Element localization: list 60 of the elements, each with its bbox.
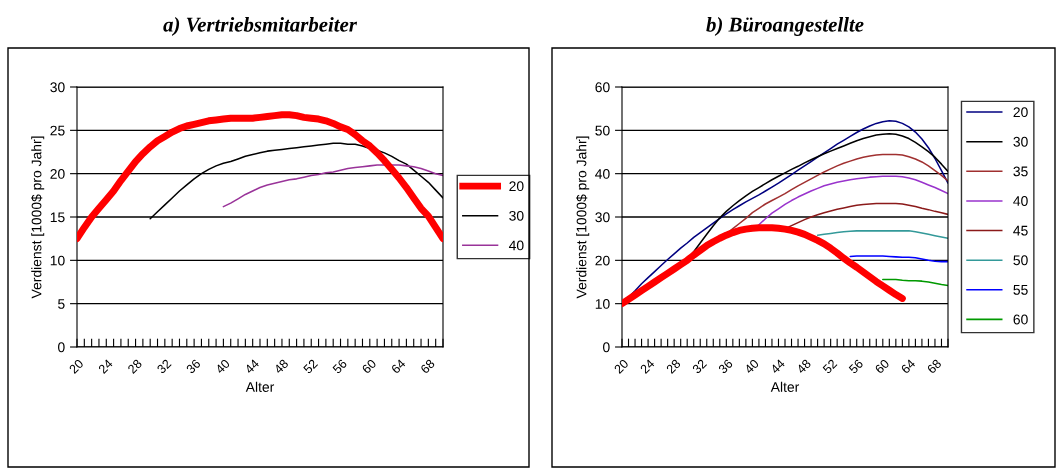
chart-title: a) Vertriebsmitarbeiter: [163, 16, 358, 36]
line-series: [222, 164, 443, 208]
x-tick-label: 64: [900, 358, 916, 374]
y-tick-label: 30: [50, 82, 65, 93]
x-tick-label: 32: [156, 358, 172, 375]
x-tick-label: 20: [68, 358, 84, 374]
y-tick-label: 5: [58, 299, 65, 309]
x-axis-title: Alter: [770, 381, 800, 392]
legend-label: 50: [1013, 255, 1028, 266]
line-series: [816, 230, 948, 239]
y-axis-title: Verdienst [1000$ pro Jahr]: [576, 136, 590, 299]
y-axis-title: Verdienst [1000$ pro Jahr]: [31, 136, 45, 299]
x-tick-label: 68: [926, 358, 942, 374]
y-tick-label: 20: [595, 255, 610, 266]
y-tick-label: 50: [595, 125, 610, 136]
y-tick-label: 60: [595, 82, 610, 93]
legend-label: 60: [1013, 314, 1028, 325]
y-tick-label: 10: [595, 299, 610, 309]
x-tick-label: 36: [185, 358, 202, 375]
legend-label: 55: [1013, 285, 1028, 295]
legend-label: 45: [1013, 225, 1028, 236]
x-tick-label: 60: [874, 358, 890, 374]
y-tick-label: 40: [595, 169, 610, 179]
legend-label: 30: [509, 210, 524, 221]
x-tick-label: 32: [691, 358, 708, 375]
legend-label: 35: [1013, 166, 1028, 177]
legend-label: 40: [508, 240, 524, 251]
legend-label: 20: [509, 181, 524, 192]
y-tick-label: 20: [50, 169, 65, 179]
x-tick-label: 24: [97, 358, 114, 374]
x-tick-label: 48: [795, 358, 812, 375]
x-tick-label: 64: [390, 358, 407, 374]
chart-title: b) Büroangestellte: [706, 16, 864, 36]
legend-label: 30: [1013, 136, 1028, 147]
y-tick-label: 15: [50, 212, 65, 223]
x-tick-label: 60: [361, 358, 377, 374]
x-tick-label: 56: [848, 358, 864, 375]
x-axis-title: Alter: [245, 381, 275, 392]
x-tick-label: 36: [717, 358, 734, 375]
x-tick-label: 28: [127, 358, 143, 374]
line-series: [882, 278, 948, 287]
x-tick-label: 44: [769, 358, 786, 375]
y-tick-label: 0: [58, 342, 65, 353]
x-tick-label: 52: [822, 358, 838, 375]
x-tick-label: 40: [743, 358, 760, 375]
x-tick-label: 24: [639, 358, 656, 374]
y-tick-label: 10: [50, 255, 65, 266]
x-tick-label: 68: [420, 358, 436, 374]
x-tick-label: 40: [214, 358, 231, 375]
y-tick-label: 30: [595, 212, 610, 223]
x-tick-label: 48: [273, 358, 289, 375]
x-tick-label: 20: [613, 358, 629, 374]
legend-label: 20: [1013, 107, 1028, 118]
x-tick-label: 44: [244, 358, 260, 375]
y-tick-label: 0: [603, 342, 610, 353]
x-tick-label: 56: [332, 358, 348, 375]
x-tick-label: 28: [665, 358, 682, 374]
x-tick-label: 52: [302, 358, 319, 375]
y-tick-label: 25: [50, 125, 65, 136]
legend-label: 40: [1013, 196, 1028, 206]
